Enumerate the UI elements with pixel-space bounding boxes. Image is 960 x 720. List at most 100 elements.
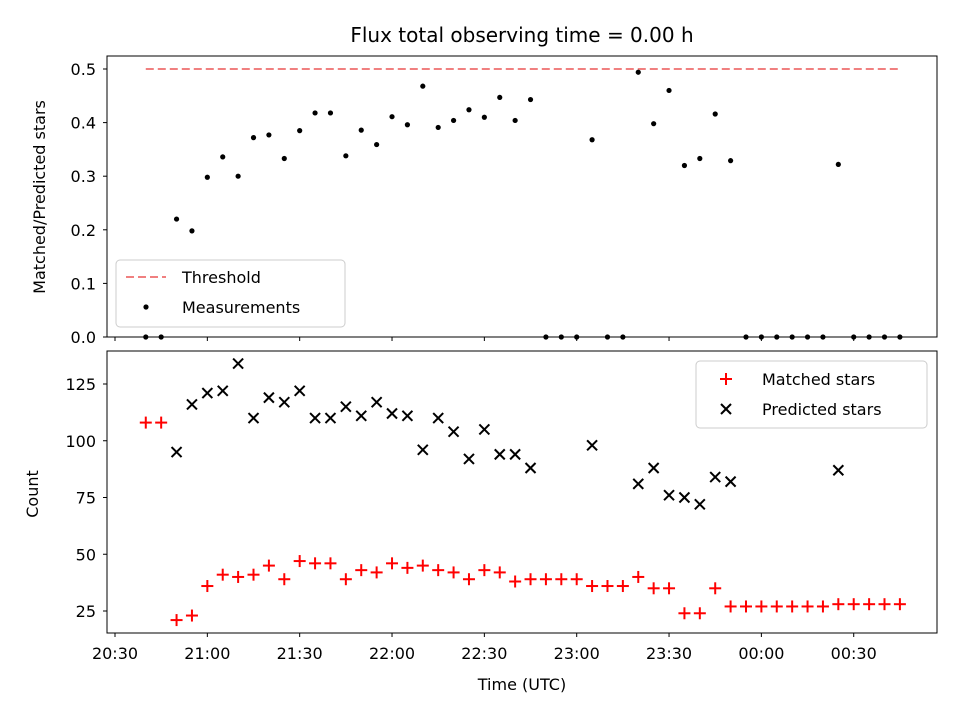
predicted-star-point <box>186 398 198 411</box>
top-ytick-label: 0.2 <box>71 221 96 240</box>
top-ytick-label: 0.0 <box>71 328 96 347</box>
measurement-point <box>281 155 287 162</box>
predicted-star-point <box>463 453 475 465</box>
matched-star-point <box>786 600 799 613</box>
predicted-star-point <box>170 446 183 458</box>
predicted-star-point <box>832 464 845 476</box>
measurement-point <box>435 124 441 131</box>
bottom-ytick-label: 125 <box>65 375 96 394</box>
measurement-point <box>189 228 195 234</box>
matched-star-point <box>324 557 337 570</box>
measurement-point <box>651 121 657 127</box>
measurement-point <box>450 117 457 124</box>
bottom-ytick-label: 100 <box>65 432 96 451</box>
measurement-point <box>512 117 518 124</box>
predicted-star-point <box>678 491 691 504</box>
matched-star-point <box>863 598 876 611</box>
matched-star-point <box>816 600 829 613</box>
matched-star-point <box>693 607 706 620</box>
measurement-point <box>312 110 318 116</box>
measurement-point <box>835 161 841 168</box>
matched-star-point <box>616 580 629 593</box>
measurement-point <box>235 173 241 179</box>
measurement-point <box>481 114 487 120</box>
predicted-star-point <box>386 407 398 420</box>
top-plot-frame <box>106 55 938 338</box>
matched-star-point <box>262 559 275 572</box>
bottom-xtick-label: 21:00 <box>184 644 230 663</box>
measurement-point <box>250 135 257 141</box>
matched-star-point <box>601 580 614 593</box>
matched-star-point <box>370 566 383 579</box>
matched-star-point <box>309 557 322 570</box>
matched-star-point <box>416 559 429 572</box>
matched-star-point <box>878 598 891 611</box>
measurement-point <box>420 83 426 89</box>
measurement-point <box>327 110 334 116</box>
bottom-legend-box <box>695 360 928 429</box>
legend-predicted-label: Predicted stars <box>762 400 882 419</box>
bottom-xtick-label: 00:30 <box>831 644 877 663</box>
matched-star-point <box>201 580 214 593</box>
matched-star-point <box>770 600 783 613</box>
predicted-star-point <box>232 357 244 370</box>
measurement-point <box>374 141 380 148</box>
matched-star-point <box>555 573 568 586</box>
bottom-xtick-label: 21:30 <box>277 644 323 663</box>
predicted-star-point <box>355 410 367 422</box>
measurement-point <box>204 174 210 180</box>
measurement-point <box>635 69 641 75</box>
top-legend-box <box>115 259 346 328</box>
matched-star-point <box>170 614 183 627</box>
predicted-star-point <box>401 410 414 422</box>
legend-matched-swatch <box>720 373 732 385</box>
measurement-point <box>527 96 534 103</box>
measurement-point <box>220 154 226 160</box>
matched-star-point <box>401 561 414 574</box>
measurement-point <box>173 216 180 222</box>
measurement-point <box>589 137 595 143</box>
legend-measurements-swatch <box>143 304 149 310</box>
matched-star-point <box>586 580 599 593</box>
matched-star-point <box>155 416 168 429</box>
legend-threshold-label: Threshold <box>181 268 261 287</box>
bottom-xtick-label: 22:00 <box>369 644 415 663</box>
bottom-plot-frame <box>106 350 938 634</box>
matched-star-point <box>524 573 537 586</box>
matched-star-point <box>678 607 691 620</box>
bottom-xtick-label: 00:00 <box>738 644 784 663</box>
predicted-star-point <box>494 448 506 461</box>
bottom-panel: 25 50 75 100 125 20:30 21:00 21:30 22:00 22:30 23… <box>23 350 938 694</box>
bottom-xtick-label: 22:30 <box>461 644 507 663</box>
bottom-ytick-label: 50 <box>76 545 96 564</box>
matched-star-point <box>432 564 445 577</box>
matched-star-point <box>539 573 552 586</box>
legend-predicted-swatch <box>720 403 732 415</box>
predicted-star-point <box>247 412 260 424</box>
measurement-point <box>297 128 303 134</box>
bottom-ytick-label: 25 <box>76 602 96 621</box>
matched-star-point <box>386 557 399 570</box>
matched-star-point <box>232 570 245 583</box>
bottom-xlabel: Time (UTC) <box>477 675 566 694</box>
legend-matched-label: Matched stars <box>762 370 875 389</box>
matched-star-point <box>509 575 522 588</box>
matched-star-point <box>355 564 368 577</box>
matched-star-point <box>832 598 845 611</box>
matched-star-point <box>570 573 583 586</box>
matched-star-point <box>632 570 645 583</box>
predicted-star-point <box>509 448 521 461</box>
predicted-star-point <box>417 444 429 456</box>
measurement-point <box>681 162 688 169</box>
predicted-star-point <box>340 400 352 413</box>
matched-star-point <box>185 609 198 622</box>
measurement-point <box>666 87 672 94</box>
measurement-point <box>389 114 395 120</box>
matched-star-point <box>755 600 768 613</box>
matched-star-point <box>216 568 229 581</box>
top-legend: Threshold Measurements <box>115 259 346 328</box>
predicted-star-point <box>324 412 337 424</box>
predicted-star-point <box>309 412 321 424</box>
measurement-point <box>466 107 472 113</box>
matched-star-point <box>739 600 752 613</box>
